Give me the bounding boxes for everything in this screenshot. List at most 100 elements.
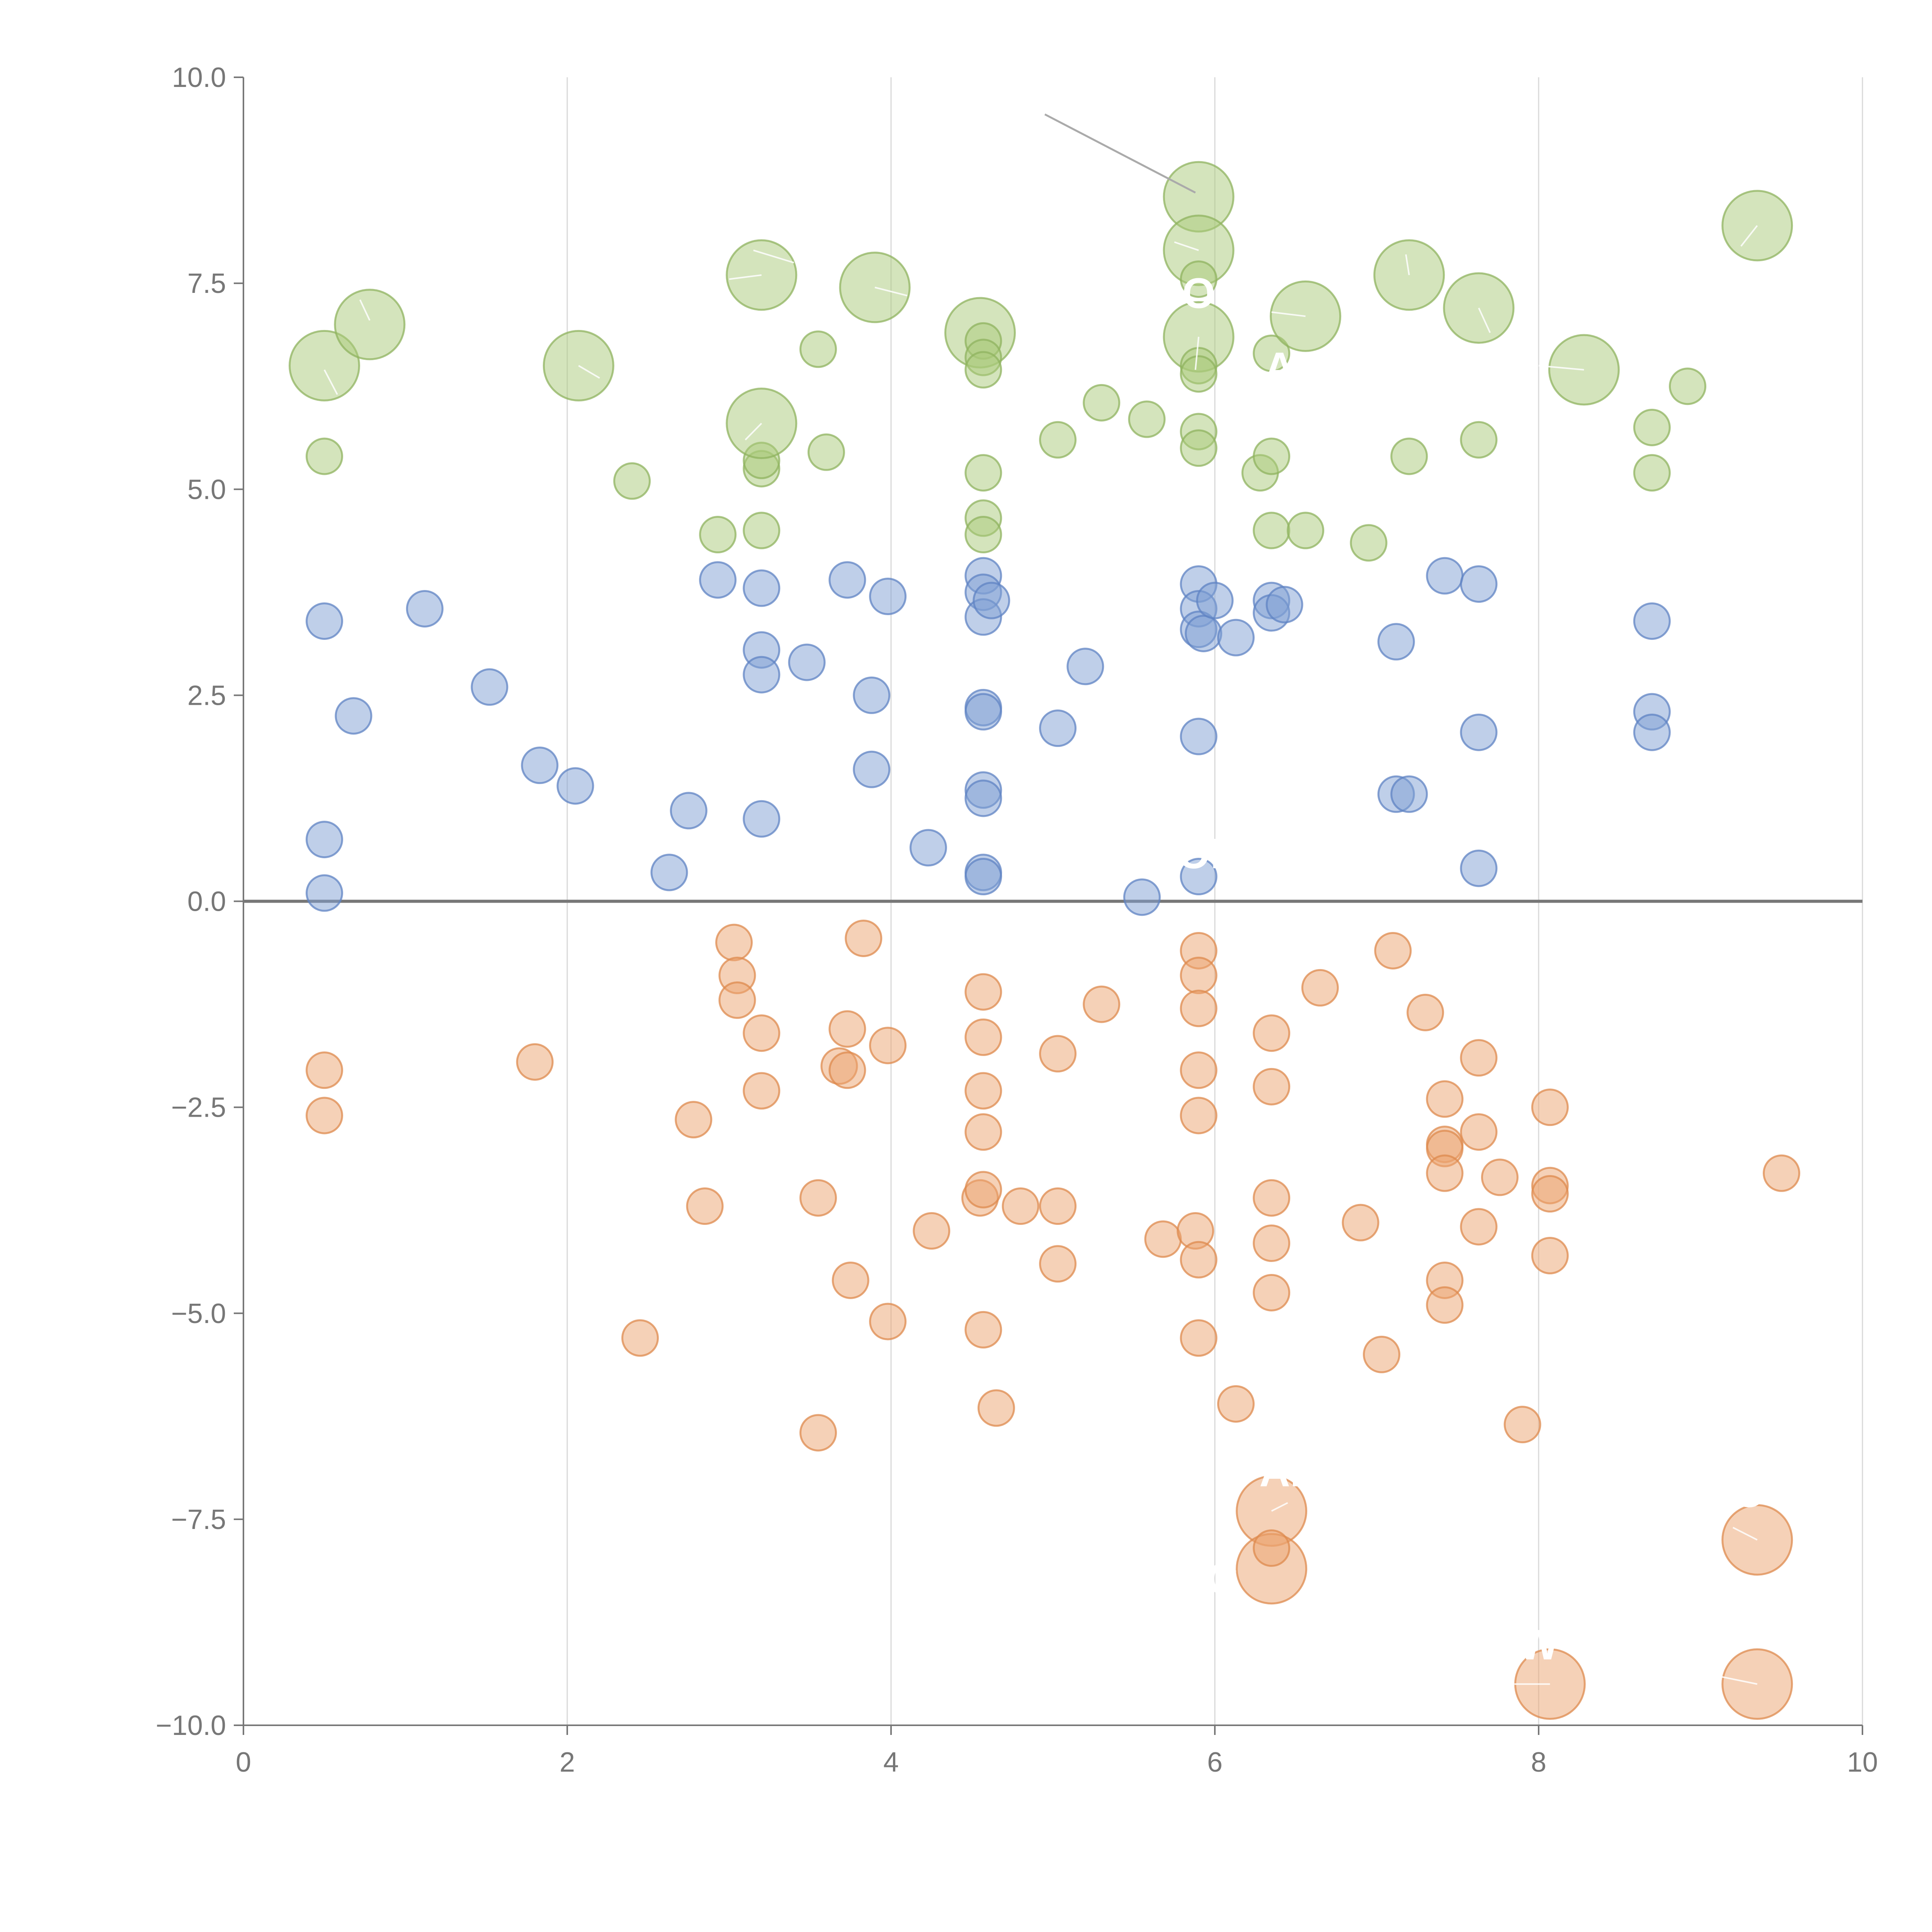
- blue-bubble-6: [521, 747, 559, 784]
- leader-line-12: [1478, 308, 1491, 333]
- leader-line-0: [1238, 282, 1264, 296]
- annotation-label-6: OL: [1177, 830, 1236, 878]
- blue-bubble-8: [650, 854, 688, 891]
- leader-line-18: [1271, 1502, 1288, 1512]
- green-bubble-5: [699, 516, 737, 554]
- x-tick-label-4: 8: [1531, 1747, 1546, 1778]
- orange-bubble-28: [977, 1389, 1015, 1427]
- leader-line-11: [1405, 254, 1410, 276]
- x-tick-label-0: 0: [236, 1747, 251, 1778]
- blue-bubble-41: [1180, 858, 1218, 896]
- leader-line-16: [1716, 1675, 1758, 1685]
- green-bubble-45: [1633, 454, 1671, 492]
- orange-bubble-20: [913, 1212, 951, 1250]
- annotation-label-1: A: [1264, 344, 1295, 391]
- green-bubble-26: [1180, 260, 1218, 298]
- orange-bubble-5: [686, 1187, 724, 1225]
- blue-bubble-52: [1633, 602, 1671, 640]
- green-bubble-23: [1128, 400, 1166, 438]
- orange-bubble-4: [675, 1101, 713, 1139]
- y-tick-label-3: −2.5: [171, 1092, 226, 1123]
- green-bubble-4: [613, 462, 651, 500]
- orange-bubble-70: [1531, 1175, 1569, 1213]
- orange-bubble-6: [715, 923, 753, 961]
- green-bubble-20: [964, 516, 1002, 554]
- blue-bubble-47: [1390, 775, 1428, 813]
- orange-bubble-8: [718, 981, 756, 1019]
- blue-bubble-37: [1185, 614, 1223, 652]
- blue-bubble-54: [1633, 713, 1671, 751]
- orange-bubble-10: [743, 1072, 781, 1110]
- blue-bubble-51: [1460, 849, 1498, 887]
- blue-bubble-49: [1460, 565, 1498, 603]
- orange-bubble-52: [1301, 969, 1339, 1007]
- blue-bubble-39: [1217, 619, 1255, 656]
- green-bubble-44: [1633, 408, 1671, 446]
- annotation-label-4: G: [1206, 1555, 1240, 1603]
- orange-bubble-46: [1253, 1179, 1291, 1217]
- orange-bubble-31: [1039, 1187, 1077, 1225]
- orange-bubble-23: [964, 973, 1002, 1011]
- green-bubble-21: [1039, 421, 1077, 459]
- annotation-label-5: W: [1519, 1621, 1559, 1668]
- annotation-label-2: AL: [1259, 1448, 1316, 1496]
- green-bubble-1: [334, 289, 406, 361]
- green-bubble-22: [1083, 384, 1121, 422]
- blue-bubble-28: [964, 779, 1002, 817]
- orange-bubble-56: [1406, 993, 1444, 1031]
- orange-bubble-54: [1363, 1335, 1401, 1373]
- green-bubble-17: [964, 351, 1002, 389]
- x-tick-label-3: 6: [1207, 1747, 1223, 1778]
- green-bubble-0: [289, 330, 360, 401]
- blue-bubble-3: [306, 874, 343, 912]
- x-tick-label-5: 10: [1847, 1747, 1878, 1778]
- orange-bubble-51: [1253, 1529, 1291, 1567]
- green-bubble-29: [1180, 355, 1218, 393]
- blue-bubble-7: [556, 767, 594, 805]
- orange-bubble-22: [964, 1171, 1002, 1209]
- blue-bubble-20: [909, 829, 947, 867]
- orange-bubble-12: [799, 1414, 837, 1452]
- green-bubble-33: [1253, 334, 1291, 372]
- orange-bubble-48: [1253, 1274, 1291, 1311]
- orange-bubble-25: [964, 1072, 1002, 1110]
- leader-line-8: [1174, 241, 1199, 251]
- orange-bubble-42: [1180, 1319, 1218, 1357]
- leader-line-5: [753, 249, 794, 264]
- orange-bubble-38: [1180, 990, 1218, 1027]
- green-bubble-11: [799, 330, 837, 368]
- blue-bubble-18: [853, 750, 891, 788]
- blue-bubble-38: [1196, 582, 1234, 619]
- green-bubble-18: [964, 454, 1002, 492]
- orange-bubble-18: [869, 1027, 907, 1065]
- orange-bubble-63: [1460, 1039, 1498, 1077]
- y-tick-label-8: 10.0: [172, 62, 226, 93]
- leader-line-14: [1740, 225, 1758, 247]
- orange-bubble-14: [828, 1010, 866, 1048]
- axes: −10.0 −7.5 −5.0 −2.5 0.0 2.5 5.0 7.5 10.0 0 2 4 6 8 10: [156, 62, 1878, 1778]
- orange-bubble-64: [1460, 1113, 1498, 1151]
- annotation-label-0: O: [1182, 270, 1215, 317]
- orange-bubble-47: [1253, 1224, 1291, 1262]
- orange-bubble-16: [832, 1261, 869, 1299]
- green-bubble-46: [1668, 367, 1706, 405]
- leader-line-4: [729, 274, 762, 280]
- orange-bubble-32: [1039, 1245, 1077, 1283]
- green-bubble-2: [306, 437, 343, 475]
- green-bubble-40: [1390, 437, 1428, 475]
- green-bubble-12: [807, 433, 845, 471]
- orange-bubble-37: [1180, 956, 1218, 994]
- orange-bubble-15: [828, 1051, 866, 1089]
- orange-bubble-62: [1426, 1286, 1464, 1324]
- blue-bubble-2: [306, 821, 343, 859]
- orange-bubble-67: [1503, 1406, 1541, 1444]
- annotation-labels: O A AL O G W OL: [1177, 270, 1766, 1668]
- orange-bubble-40: [1180, 1097, 1218, 1134]
- orange-bubble-44: [1253, 1014, 1291, 1052]
- orange-bubble-68: [1531, 1088, 1569, 1126]
- blue-bubble-0: [306, 602, 343, 640]
- blue-bubble-45: [1377, 623, 1415, 661]
- blue-bubble-32: [1066, 648, 1104, 685]
- leader-line-2: [323, 369, 338, 395]
- annotation-label-3: O: [1733, 1469, 1766, 1516]
